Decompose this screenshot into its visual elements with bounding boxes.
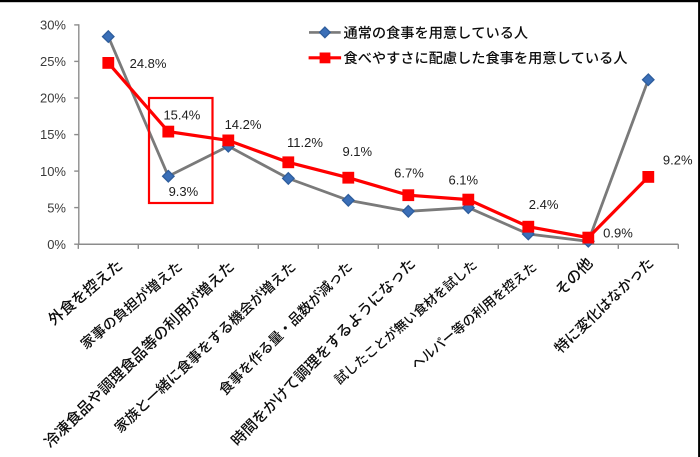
svg-text:20%: 20% xyxy=(40,91,66,106)
svg-text:6.7%: 6.7% xyxy=(394,165,424,180)
svg-text:9.1%: 9.1% xyxy=(342,144,372,159)
svg-text:24.8%: 24.8% xyxy=(130,56,167,71)
svg-text:9.2%: 9.2% xyxy=(663,152,693,167)
svg-text:6.1%: 6.1% xyxy=(448,173,478,188)
svg-text:9.3%: 9.3% xyxy=(169,184,199,199)
svg-text:11.2%: 11.2% xyxy=(287,135,323,150)
svg-text:15.4%: 15.4% xyxy=(163,107,200,122)
svg-text:14.2%: 14.2% xyxy=(225,117,262,132)
svg-text:5%: 5% xyxy=(47,200,66,215)
svg-text:2.4%: 2.4% xyxy=(529,197,559,212)
svg-text:15%: 15% xyxy=(40,127,66,142)
svg-text:25%: 25% xyxy=(40,54,66,69)
svg-text:0.9%: 0.9% xyxy=(603,226,633,241)
svg-text:0%: 0% xyxy=(47,237,66,252)
svg-text:10%: 10% xyxy=(40,164,66,179)
svg-text:30%: 30% xyxy=(40,18,66,33)
